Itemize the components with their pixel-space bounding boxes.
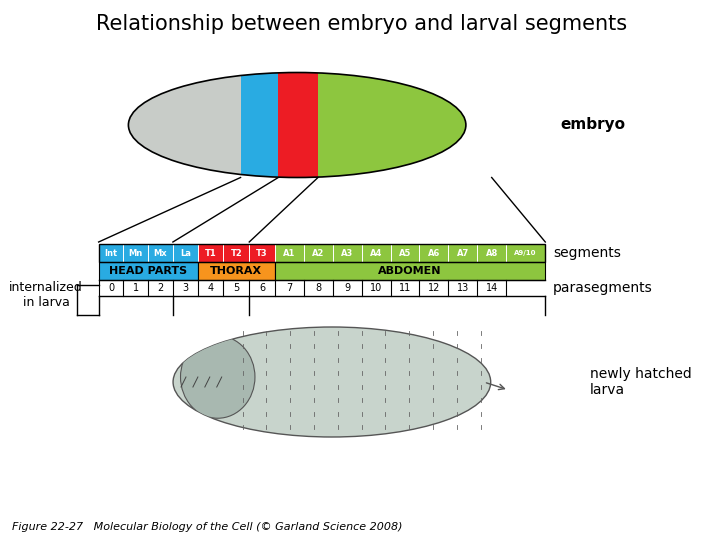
Text: A5: A5 [399, 248, 411, 258]
Text: THORAX: THORAX [210, 266, 262, 276]
Text: HEAD PARTS: HEAD PARTS [109, 266, 187, 276]
Text: 0: 0 [108, 283, 114, 293]
Bar [279, 72, 318, 178]
Bar [477, 244, 506, 262]
Bar [390, 244, 420, 262]
Bar [449, 244, 477, 262]
Text: ABDOMEN: ABDOMEN [379, 266, 442, 276]
Text: newly hatched
larva: newly hatched larva [590, 367, 692, 397]
Text: 5: 5 [233, 283, 240, 293]
Text: 10: 10 [370, 283, 382, 293]
Bar [240, 72, 279, 178]
Ellipse shape [128, 72, 466, 178]
Text: segments: segments [553, 246, 621, 260]
Text: internalized
in larva: internalized in larva [9, 281, 83, 309]
Text: A9/10: A9/10 [515, 250, 537, 256]
Text: Mx: Mx [153, 248, 167, 258]
Bar [506, 244, 545, 262]
Text: embryo: embryo [560, 118, 625, 132]
Text: A4: A4 [370, 248, 382, 258]
Text: Mn: Mn [129, 248, 143, 258]
Text: Int: Int [104, 248, 117, 258]
Bar [173, 244, 198, 262]
Text: A6: A6 [428, 248, 440, 258]
Text: Figure 22-27   Molecular Biology of the Cell (© Garland Science 2008): Figure 22-27 Molecular Biology of the Ce… [12, 522, 402, 532]
Text: A8: A8 [485, 248, 498, 258]
Bar [275, 244, 304, 262]
Text: 12: 12 [428, 283, 440, 293]
Ellipse shape [128, 72, 466, 178]
Ellipse shape [128, 72, 466, 178]
Ellipse shape [181, 336, 255, 418]
Text: La: La [180, 248, 191, 258]
Text: 2: 2 [158, 283, 163, 293]
Bar [275, 262, 545, 280]
Text: 11: 11 [399, 283, 411, 293]
Text: parasegments: parasegments [553, 281, 653, 295]
Text: A1: A1 [283, 248, 296, 258]
Text: 1: 1 [132, 283, 139, 293]
Text: A3: A3 [341, 248, 354, 258]
Text: A2: A2 [312, 248, 325, 258]
Bar [99, 244, 545, 262]
Bar [361, 244, 390, 262]
Bar [249, 244, 275, 262]
Bar [420, 244, 449, 262]
Bar [148, 244, 173, 262]
Ellipse shape [173, 327, 491, 437]
Bar [333, 244, 361, 262]
Text: 3: 3 [182, 283, 189, 293]
Text: 8: 8 [315, 283, 321, 293]
Text: 9: 9 [344, 283, 351, 293]
Text: 6: 6 [259, 283, 265, 293]
Bar [123, 244, 148, 262]
Text: T3: T3 [256, 248, 268, 258]
Text: A7: A7 [456, 248, 469, 258]
Bar [318, 72, 492, 178]
Text: 7: 7 [287, 283, 292, 293]
Text: 14: 14 [485, 283, 498, 293]
Text: T1: T1 [204, 248, 217, 258]
Ellipse shape [128, 72, 466, 178]
Bar [304, 244, 333, 262]
Bar [99, 262, 198, 280]
Text: Relationship between embryo and larval segments: Relationship between embryo and larval s… [96, 14, 627, 34]
Bar [99, 244, 123, 262]
Bar [198, 244, 223, 262]
Text: 13: 13 [456, 283, 469, 293]
Bar [223, 244, 249, 262]
Bar [198, 262, 275, 280]
Text: T2: T2 [230, 248, 242, 258]
Ellipse shape [173, 327, 491, 437]
Text: 4: 4 [207, 283, 214, 293]
